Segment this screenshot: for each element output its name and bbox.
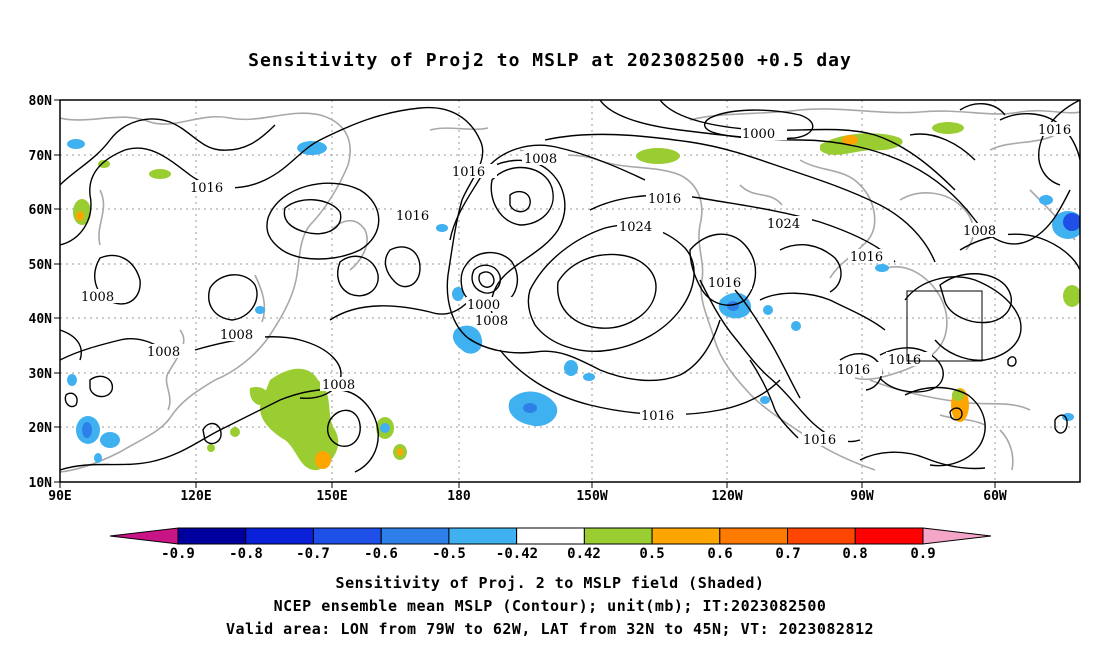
colorbar-cell — [245, 527, 314, 545]
plot-border — [59, 99, 1081, 483]
colorbar-label: 0.8 — [842, 546, 867, 562]
contour-label: 1016 — [396, 209, 429, 224]
lon-label: 180 — [447, 489, 471, 504]
contour-label: 1008 — [147, 345, 180, 360]
contour-label: 1008 — [220, 328, 253, 343]
colorbar-high-arrow — [922, 527, 992, 545]
colorbar-label: -0.5 — [432, 546, 466, 562]
colorbar-label: -0.7 — [296, 546, 330, 562]
colorbar-label: 0.42 — [567, 546, 601, 562]
contour-label: 1016 — [708, 276, 741, 291]
colorbar-cell — [854, 527, 924, 545]
colorbar-cell — [651, 527, 721, 545]
lat-label: 40N — [29, 312, 53, 327]
lat-label: 10N — [29, 476, 53, 491]
caption-valid-area: Valid area: LON from 79W to 62W, LAT fro… — [225, 620, 875, 638]
contour-label: 1016 — [452, 165, 485, 180]
colorbar-cell — [448, 527, 518, 545]
lat-label: 20N — [29, 421, 53, 436]
colorbar: -0.9 -0.8 -0.7 -0.6 -0.5 -0.42 0.42 0.5 … — [109, 527, 992, 562]
contour-label: 1016 — [1038, 123, 1071, 138]
lon-label: 150W — [576, 489, 607, 504]
colorbar-cell — [380, 527, 450, 545]
contour-label: 1016 — [837, 363, 870, 378]
colorbar-label: 0.6 — [707, 546, 732, 562]
contour-label: 1008 — [524, 152, 557, 167]
lat-label: 50N — [29, 258, 53, 273]
contour-label: 1024 — [767, 217, 800, 232]
lat-label: 60N — [29, 203, 53, 218]
sensitivity-map: 1016 1008 1016 1016 1016 1008 1024 1016 … — [29, 94, 1081, 562]
contour-label: 1016 — [190, 181, 223, 196]
contour-label: 1008 — [322, 378, 355, 393]
sensitivity-shading — [67, 122, 1080, 471]
contour-label: 1016 — [641, 409, 674, 424]
colorbar-label: 0.7 — [775, 546, 800, 562]
valid-area-box — [906, 290, 983, 362]
axis-ticks — [54, 99, 996, 488]
contour-label: 1016 — [648, 192, 681, 207]
map-title: Sensitivity of Proj2 to MSLP at 20230825… — [248, 50, 852, 71]
colorbar-cells — [177, 527, 924, 545]
colorbar-label: -0.8 — [229, 546, 263, 562]
colorbar-label: -0.42 — [496, 546, 538, 562]
lon-label: 120W — [711, 489, 742, 504]
colorbar-cell — [787, 527, 856, 545]
lon-label: 150E — [316, 489, 347, 504]
colorbar-labels: -0.9 -0.8 -0.7 -0.6 -0.5 -0.42 0.42 0.5 … — [161, 546, 936, 562]
longitude-labels: 90E 120E 150E 180 150W 120W 90W 60W — [48, 489, 1007, 504]
contour-label: 1016 — [888, 353, 921, 368]
contour-label: 1016 — [850, 250, 883, 265]
contour-label: 1000 — [742, 127, 775, 142]
caption-contour: NCEP ensemble mean MSLP (Contour); unit(… — [273, 597, 827, 615]
lon-label: 90W — [850, 489, 874, 504]
caption-shading: Sensitivity of Proj. 2 to MSLP field (Sh… — [335, 574, 765, 592]
colorbar-label: -0.6 — [364, 546, 398, 562]
colorbar-cell — [177, 527, 247, 545]
lon-label: 90E — [48, 489, 71, 504]
contour-label: 1016 — [803, 433, 836, 448]
colorbar-cell — [583, 527, 653, 545]
contour-label: 1000 — [467, 298, 500, 313]
lon-label: 120E — [180, 489, 211, 504]
lat-label: 70N — [29, 149, 53, 164]
colorbar-cell — [719, 527, 789, 545]
contour-labels: 1016 1008 1016 1016 1016 1008 1024 1016 … — [81, 123, 1072, 448]
colorbar-label: 0.5 — [639, 546, 664, 562]
lon-label: 60W — [983, 489, 1007, 504]
colorbar-label: 0.9 — [910, 546, 935, 562]
contour-label: 1024 — [619, 220, 652, 235]
lat-label: 80N — [29, 94, 53, 109]
lat-label: 30N — [29, 367, 53, 382]
contour-label: 1008 — [475, 314, 508, 329]
latitude-labels: 80N 70N 60N 50N 40N 30N 20N 10N — [29, 94, 53, 491]
colorbar-low-arrow — [109, 527, 179, 545]
colorbar-cell — [312, 527, 382, 545]
contour-label: 1008 — [81, 290, 114, 305]
colorbar-label: -0.9 — [161, 546, 195, 562]
colorbar-cell — [516, 527, 585, 545]
contour-label: 1008 — [963, 224, 996, 239]
